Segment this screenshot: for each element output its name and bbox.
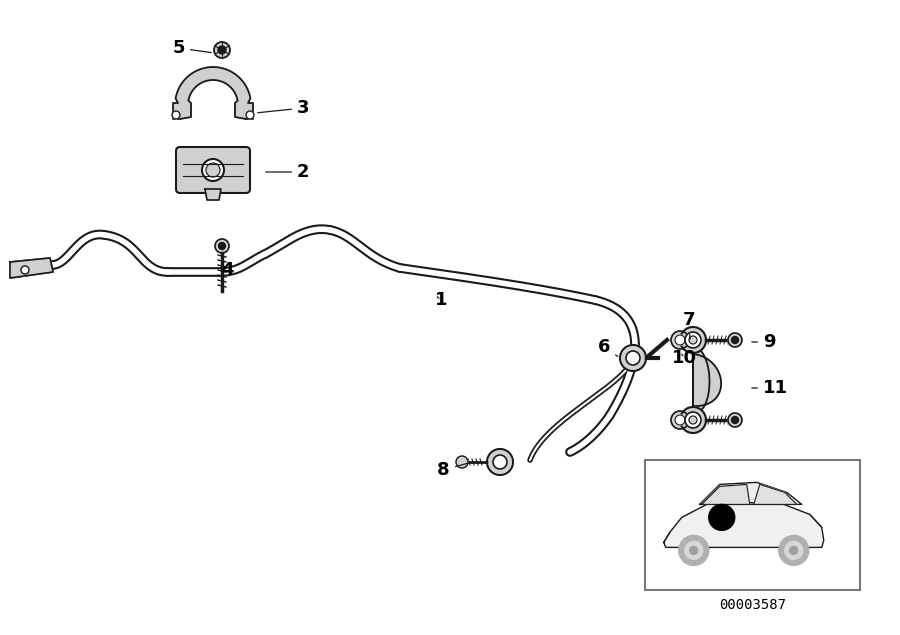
Circle shape bbox=[778, 535, 809, 565]
Circle shape bbox=[214, 42, 230, 58]
Circle shape bbox=[671, 411, 689, 429]
Circle shape bbox=[21, 266, 29, 274]
Circle shape bbox=[202, 159, 224, 181]
Circle shape bbox=[675, 335, 685, 345]
Circle shape bbox=[246, 111, 254, 119]
Polygon shape bbox=[664, 502, 824, 547]
Circle shape bbox=[689, 416, 697, 424]
Text: 11: 11 bbox=[752, 379, 788, 397]
Polygon shape bbox=[10, 258, 53, 278]
Text: 6: 6 bbox=[598, 338, 617, 356]
Circle shape bbox=[493, 455, 507, 469]
Text: 2: 2 bbox=[266, 163, 310, 181]
Circle shape bbox=[215, 239, 229, 253]
Circle shape bbox=[218, 46, 226, 54]
Circle shape bbox=[487, 449, 513, 475]
Circle shape bbox=[689, 546, 698, 554]
Circle shape bbox=[172, 111, 180, 119]
Text: 1: 1 bbox=[435, 291, 447, 309]
Circle shape bbox=[790, 546, 797, 554]
Circle shape bbox=[689, 336, 697, 344]
Text: 00003587: 00003587 bbox=[719, 598, 786, 612]
Text: 5: 5 bbox=[173, 39, 212, 57]
Circle shape bbox=[685, 542, 703, 559]
Text: 8: 8 bbox=[437, 461, 469, 479]
Circle shape bbox=[671, 331, 689, 349]
Circle shape bbox=[685, 332, 701, 348]
Circle shape bbox=[620, 345, 646, 371]
Text: 10: 10 bbox=[672, 349, 697, 367]
Circle shape bbox=[21, 266, 29, 274]
Circle shape bbox=[709, 504, 734, 530]
Circle shape bbox=[219, 243, 226, 250]
Polygon shape bbox=[205, 189, 221, 200]
Circle shape bbox=[456, 456, 468, 468]
FancyBboxPatch shape bbox=[176, 147, 250, 193]
Text: 9: 9 bbox=[752, 333, 776, 351]
Text: 4: 4 bbox=[221, 254, 233, 279]
Text: 3: 3 bbox=[257, 99, 310, 117]
Polygon shape bbox=[702, 485, 750, 504]
Circle shape bbox=[626, 351, 640, 365]
Circle shape bbox=[675, 415, 685, 425]
Polygon shape bbox=[693, 346, 721, 414]
Circle shape bbox=[732, 337, 739, 344]
Polygon shape bbox=[700, 483, 802, 504]
Bar bbox=[645, 460, 860, 590]
Circle shape bbox=[728, 333, 742, 347]
Text: 7: 7 bbox=[683, 311, 696, 339]
Circle shape bbox=[785, 542, 803, 559]
Circle shape bbox=[680, 327, 706, 353]
Polygon shape bbox=[10, 258, 53, 278]
Circle shape bbox=[679, 535, 709, 565]
Polygon shape bbox=[754, 485, 796, 504]
Polygon shape bbox=[173, 67, 253, 119]
Circle shape bbox=[680, 407, 706, 433]
Circle shape bbox=[732, 417, 739, 424]
Circle shape bbox=[685, 412, 701, 428]
Circle shape bbox=[206, 163, 220, 177]
Circle shape bbox=[728, 413, 742, 427]
